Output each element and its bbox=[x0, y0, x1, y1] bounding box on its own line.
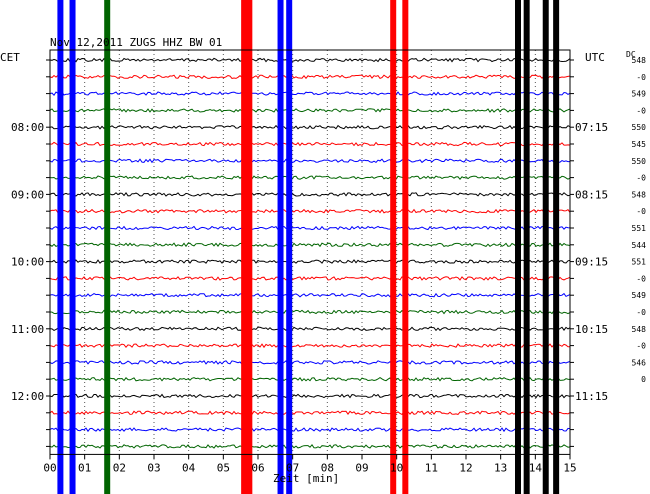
x-tick-label: 04 bbox=[182, 461, 196, 474]
x-tick-label: 00 bbox=[43, 461, 56, 474]
dc-value: -0 bbox=[636, 73, 646, 82]
trace-23 bbox=[49, 443, 571, 449]
dc-value: 545 bbox=[632, 140, 647, 149]
chart-title: Nov 12,2011 ZUGS HHZ BW 01 bbox=[50, 36, 222, 49]
left-axis-label: CET bbox=[0, 51, 20, 64]
trace-21 bbox=[49, 410, 571, 416]
right-hour-label: 09:15 bbox=[575, 256, 608, 269]
left-hour-label: 10:00 bbox=[11, 256, 44, 269]
x-tick-label: 05 bbox=[217, 461, 230, 474]
trace-12 bbox=[49, 259, 571, 264]
x-tick-label: 14 bbox=[529, 461, 543, 474]
dc-value: 548 bbox=[632, 325, 647, 334]
dc-value: 549 bbox=[632, 90, 647, 99]
trace-19 bbox=[49, 376, 571, 382]
dc-value: 548 bbox=[632, 56, 647, 65]
left-hour-label: 11:00 bbox=[11, 323, 44, 336]
dc-value: 0 bbox=[641, 375, 646, 384]
right-hour-label: 07:15 bbox=[575, 121, 608, 134]
trace-11 bbox=[49, 242, 571, 248]
dc-value: 550 bbox=[632, 157, 647, 166]
trace-15 bbox=[49, 309, 571, 315]
right-hour-label: 10:15 bbox=[575, 323, 608, 336]
right-hour-label: 08:15 bbox=[575, 188, 608, 201]
trace-10 bbox=[49, 225, 571, 231]
dc-value: -0 bbox=[636, 174, 646, 183]
trace-22 bbox=[49, 427, 571, 433]
dc-value: 544 bbox=[632, 241, 647, 250]
left-hour-label: 12:00 bbox=[11, 390, 44, 403]
trace-18 bbox=[49, 360, 571, 365]
plot-frame bbox=[49, 49, 571, 455]
x-tick-label: 03 bbox=[147, 461, 160, 474]
dc-value: -0 bbox=[636, 308, 646, 317]
trace-13 bbox=[49, 276, 571, 281]
trace-2 bbox=[49, 91, 571, 97]
x-tick-label: 15 bbox=[563, 461, 576, 474]
left-hour-label: 09:00 bbox=[11, 188, 44, 201]
dc-label: DC bbox=[626, 50, 636, 59]
trace-0 bbox=[49, 57, 571, 63]
trace-6 bbox=[49, 158, 570, 164]
trace-3 bbox=[49, 108, 571, 113]
trace-14 bbox=[49, 292, 571, 298]
dc-value: -0 bbox=[636, 274, 646, 283]
dc-value: 551 bbox=[632, 224, 647, 233]
x-tick-label: 10 bbox=[390, 461, 403, 474]
trace-8 bbox=[49, 192, 571, 197]
trace-9 bbox=[49, 208, 571, 214]
trace-17 bbox=[49, 343, 571, 349]
x-tick-label: 09 bbox=[355, 461, 368, 474]
x-tick-label: 11 bbox=[425, 461, 438, 474]
trace-20 bbox=[49, 393, 571, 399]
dc-value: -0 bbox=[636, 342, 646, 351]
left-hour-label: 08:00 bbox=[11, 121, 44, 134]
trace-4 bbox=[49, 124, 571, 130]
x-tick-label: 02 bbox=[113, 461, 126, 474]
events bbox=[57, 0, 560, 494]
frame bbox=[46, 49, 574, 460]
trace-16 bbox=[49, 326, 571, 332]
x-tick-label: 01 bbox=[78, 461, 91, 474]
x-tick-label: 12 bbox=[459, 461, 472, 474]
right-axis-label: UTC bbox=[585, 51, 605, 64]
x-tick-label: 08 bbox=[321, 461, 334, 474]
trace-1 bbox=[49, 74, 571, 80]
traces bbox=[49, 57, 571, 449]
right-hour-label: 11:15 bbox=[575, 390, 608, 403]
trace-5 bbox=[49, 141, 571, 147]
grid bbox=[84, 50, 536, 455]
x-tick-label: 06 bbox=[251, 461, 264, 474]
dc-value: 550 bbox=[632, 123, 647, 132]
labels: Nov 12,2011 ZUGS HHZ BW 01 CET UTC DC Ze… bbox=[0, 36, 646, 485]
dc-value: 549 bbox=[632, 291, 647, 300]
dc-value: 546 bbox=[632, 358, 647, 367]
dc-value: -0 bbox=[636, 207, 646, 216]
dc-value: 551 bbox=[632, 258, 647, 267]
x-tick-label: 07 bbox=[286, 461, 299, 474]
x-axis-label: Zeit [min] bbox=[273, 472, 339, 485]
trace-7 bbox=[49, 175, 571, 180]
dc-value: 548 bbox=[632, 190, 647, 199]
x-tick-label: 13 bbox=[494, 461, 507, 474]
dc-value: -0 bbox=[636, 106, 646, 115]
